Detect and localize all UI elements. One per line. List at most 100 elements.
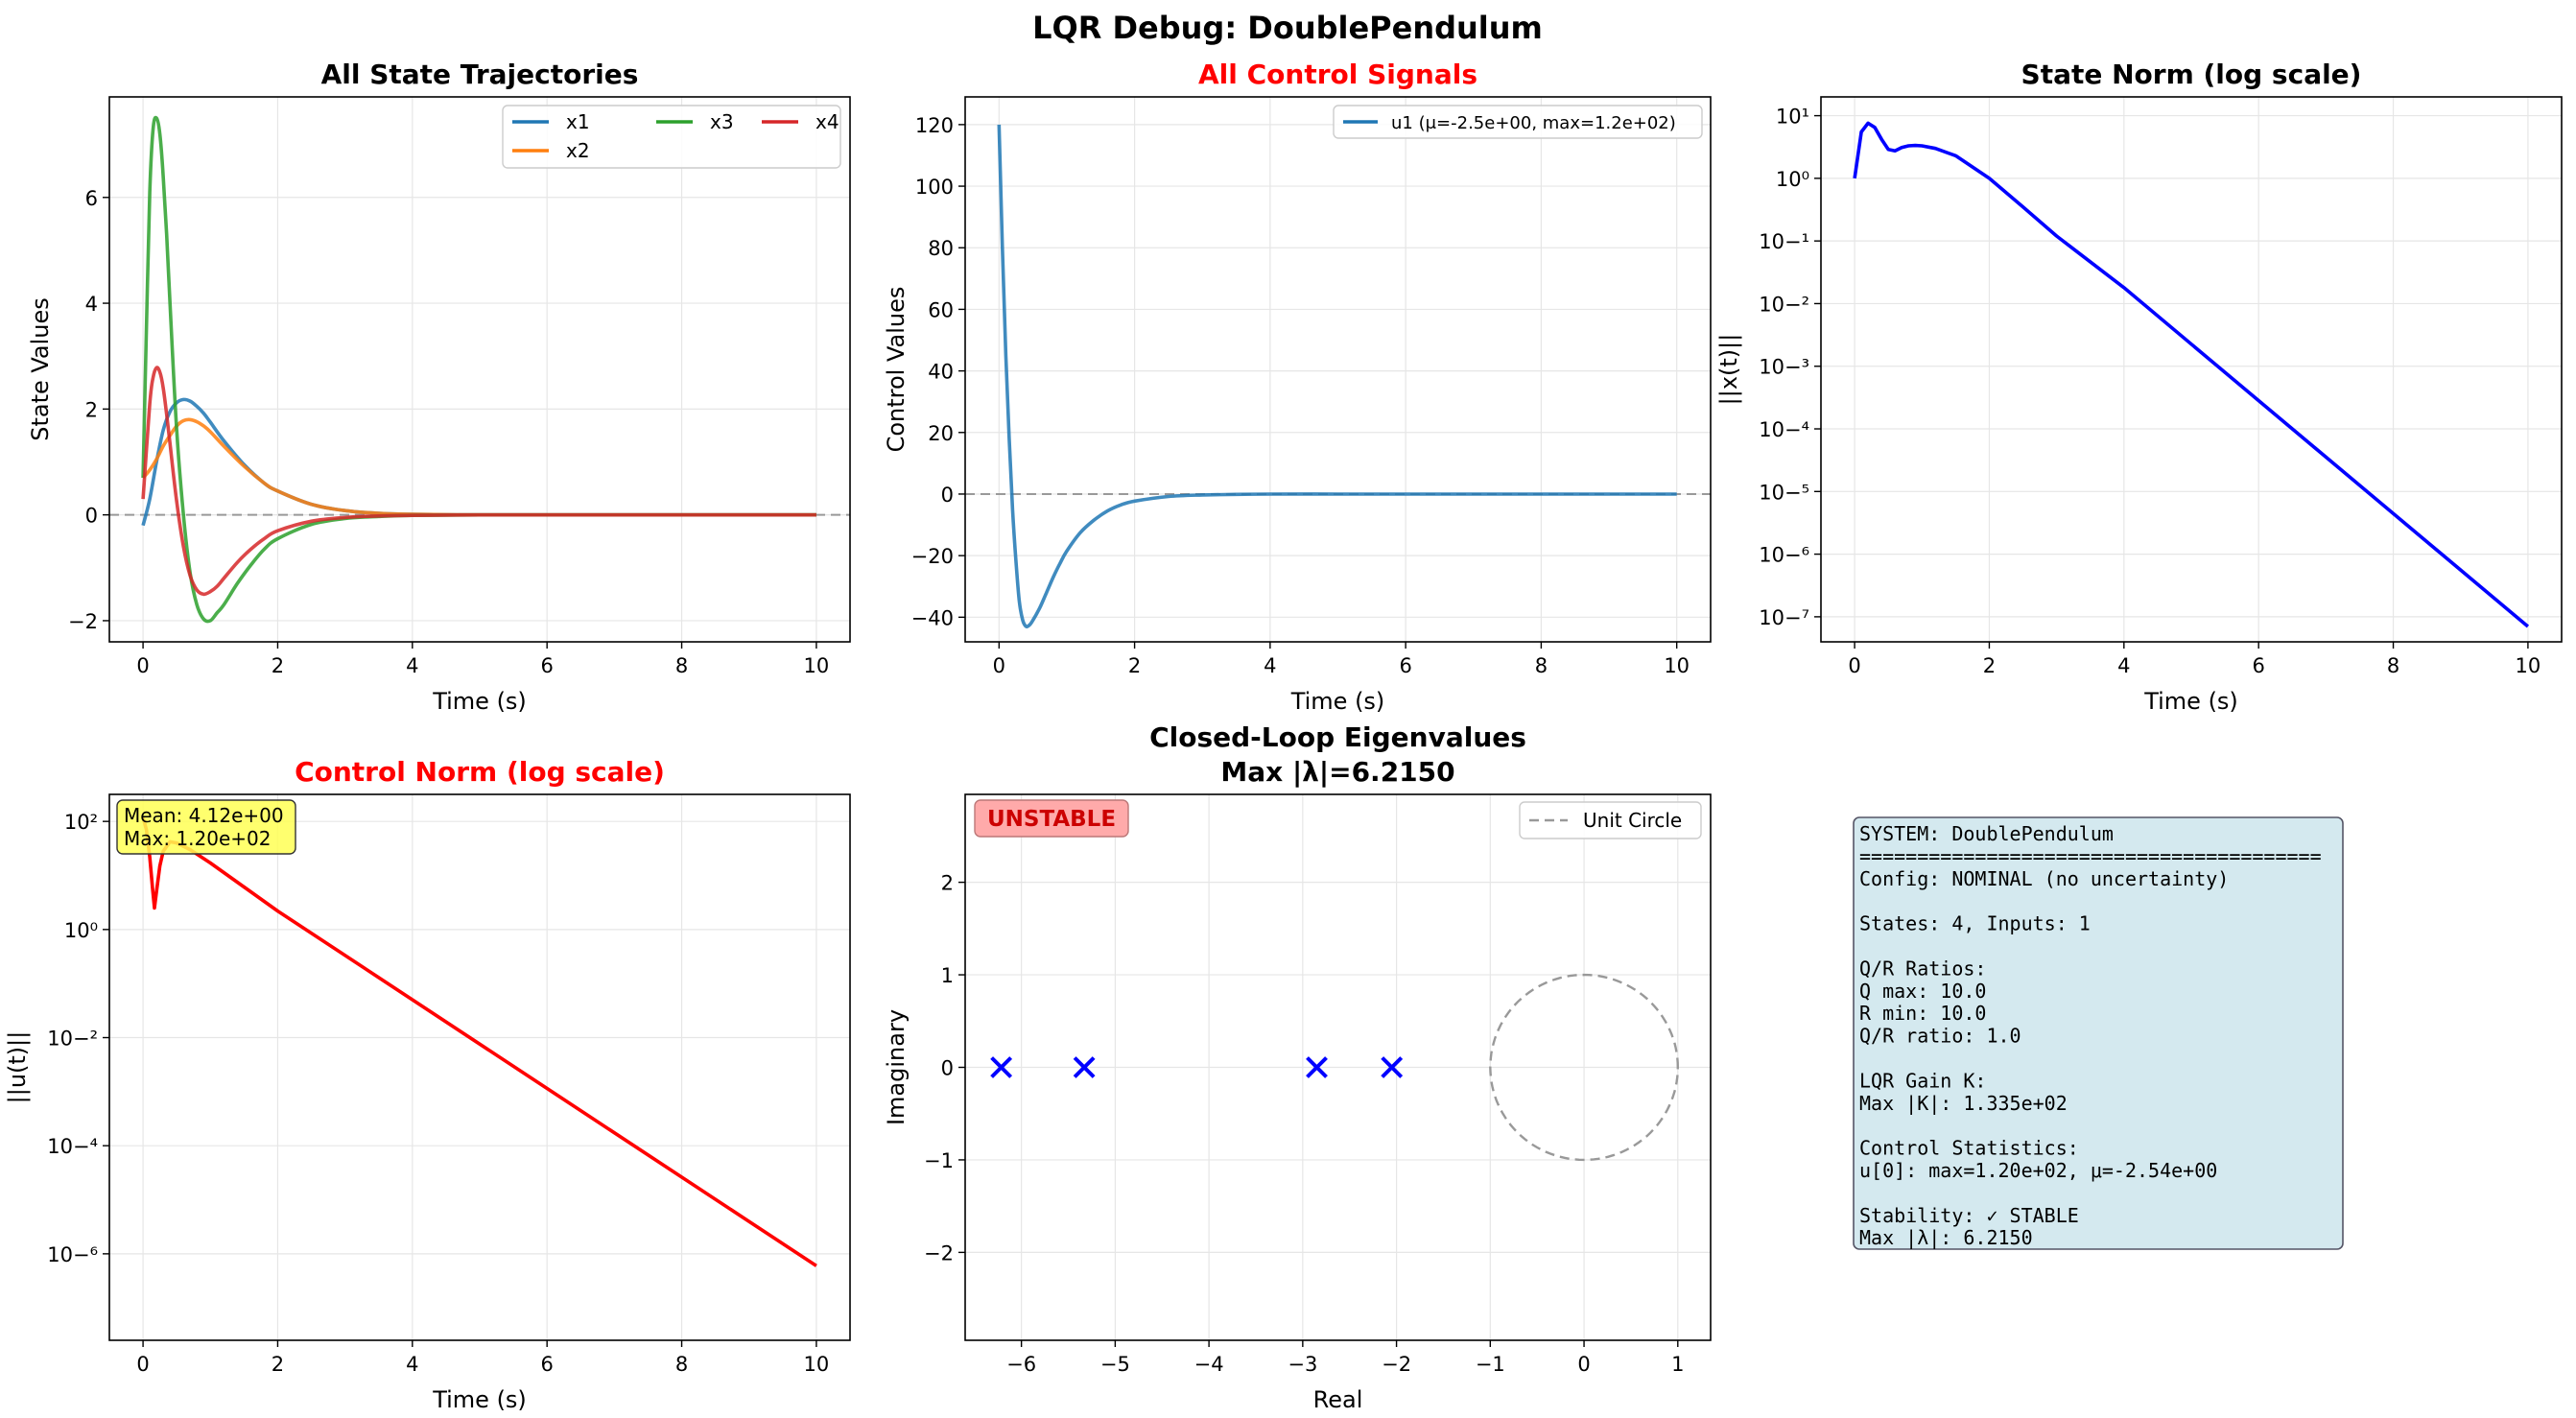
stats-line: Config: NOMINAL (no uncertainty) [1859,867,2229,890]
x-tick-label: 4 [2117,654,2130,677]
annotation-mean: Mean: 4.12e+00 [124,804,284,827]
stats-line: ======================================== [1859,844,2322,867]
unstable-badge-text: UNSTABLE [987,807,1116,832]
eigenvalue-marker [1306,1056,1328,1078]
y-tick-label: −2 [68,610,98,633]
x-tick-label: 10 [804,654,830,677]
eigenvalue-marker [1073,1056,1096,1078]
y-tick-label: −20 [911,545,954,568]
annotation-box [116,799,296,855]
chart-title: Control Norm (log scale) [295,756,665,788]
eigenvalue-marker-stroke [1306,1056,1328,1078]
legend-label: x3 [710,110,734,133]
y-tick-label: 10−¹ [1759,230,1809,253]
chart-title: All Control Signals [1198,59,1477,90]
chart-title: All State Trajectories [321,59,639,90]
y-tick-label: 0 [85,505,98,528]
unit-circle [1489,973,1680,1162]
chart-title: Closed-Loop Eigenvalues [1149,721,1526,753]
series-line-u1 [997,124,1677,629]
stats-line: States: 4, Inputs: 1 [1859,912,2091,935]
series-line-x4 [141,366,816,597]
x-tick-label: 8 [675,1353,688,1376]
stats-line: Max |K|: 1.335e+02 [1859,1092,2068,1115]
y-tick-label: 2 [941,872,954,895]
y-tick-label: 6 [85,187,98,210]
x-axis-label: Time (s) [1290,688,1385,715]
legend-label: Unit Circle [1583,809,1682,832]
x-tick-label: 8 [1535,654,1548,677]
legend-label: x2 [566,139,590,162]
x-tick-label: −3 [1288,1353,1317,1376]
stats-line: Max |λ|: 6.2150 [1859,1226,2033,1249]
stats-line: Q/R Ratios: [1859,957,1986,980]
chart-state_norm: 0 2 4 6 8 10 10−⁷ 10−⁶ 10−⁵ 10−⁴ 10−³ 10−² 10−¹ 10⁰ 10… [1715,59,2563,715]
axes-frame [1820,96,2563,643]
x-tick-label: 6 [2252,654,2264,677]
x-tick-label: 2 [1983,654,1996,677]
legend: x1 x2 x3 x4 [502,105,841,169]
chart-title: State Norm (log scale) [2021,59,2362,90]
stats-line: Q max: 10.0 [1859,980,1986,1003]
axes-frame [964,793,1712,1341]
x-tick-label: −1 [1476,1353,1505,1376]
x-axis-label: Time (s) [2143,688,2238,715]
x-tick-label: −5 [1100,1353,1130,1376]
unstable-badge-box [974,799,1129,838]
x-tick-label: 0 [136,1353,149,1376]
y-tick-label: −1 [924,1149,954,1172]
y-tick-label: 10⁰ [1776,168,1809,191]
y-tick-label: 2 [85,398,98,421]
x-tick-label: 2 [1128,654,1141,677]
chart-subtitle: Max |λ|=6.2150 [1220,756,1454,788]
x-tick-label: 8 [675,654,688,677]
x-tick-label: 2 [272,1353,284,1376]
series-line-control-norm [141,816,817,1267]
chart-eigenvalues: −6 −5 −4 −3 −2 −1 0 1 −2 −1 0 1 2 Closed-Loop Eigenva… [883,721,1712,1413]
y-tick-label: 10−⁶ [1759,544,1809,567]
axes-frame [964,96,1712,643]
x-tick-label: 0 [1577,1353,1590,1376]
series-line-state-norm [1853,121,2530,628]
unstable-badge: UNSTABLE [974,799,1129,838]
y-tick-label: 1 [941,964,954,987]
x-tick-label: 10 [1664,654,1690,677]
x-tick-label: 8 [2387,654,2399,677]
stats-line: u[0]: max=1.20e+02, μ=-2.54e+00 [1859,1159,2217,1182]
x-tick-label: 6 [540,654,553,677]
x-tick-label: 0 [993,654,1005,677]
y-axis-label: Control Values [883,287,910,453]
axes-frame [108,96,851,643]
eigenvalue-marker [1381,1056,1404,1078]
x-tick-label: 1 [1671,1353,1684,1376]
x-tick-label: 10 [2516,654,2541,677]
y-tick-label: 20 [928,422,954,445]
y-tick-label: 80 [928,237,954,260]
chart-states: 0 2 4 6 8 10 −2 0 2 4 6 All State Trajectories Time … [27,59,851,715]
y-tick-label: 60 [928,298,954,321]
y-tick-label: 10−⁴ [1759,418,1809,441]
y-tick-label: 120 [915,114,954,137]
x-tick-label: 4 [406,1353,418,1376]
y-tick-label: 0 [941,1057,954,1080]
x-axis-label: Time (s) [432,688,527,715]
y-tick-label: 100 [915,176,954,199]
eigenvalue-marker-stroke [1073,1056,1096,1078]
legend-frame [502,105,841,169]
x-tick-label: 0 [1848,654,1860,677]
y-tick-label: −40 [911,606,954,629]
stats-line: Stability: ✓ STABLE [1859,1204,2079,1227]
legend-label: x1 [566,110,590,133]
legend-label: u1 (μ=-2.5e+00, max=1.2e+02) [1391,113,1676,133]
y-axis-label: ||u(t)|| [4,1031,31,1104]
series-line-x3 [141,115,816,624]
x-axis-label: Time (s) [432,1386,527,1413]
axes-frame [108,793,851,1341]
y-tick-label: 10−² [1759,293,1809,316]
legend-label: x4 [815,110,839,133]
y-tick-label: 10¹ [1776,106,1809,129]
x-tick-label: 6 [540,1353,553,1376]
y-tick-label: 10−⁴ [47,1135,98,1158]
legend: u1 (μ=-2.5e+00, max=1.2e+02) [1333,105,1703,139]
